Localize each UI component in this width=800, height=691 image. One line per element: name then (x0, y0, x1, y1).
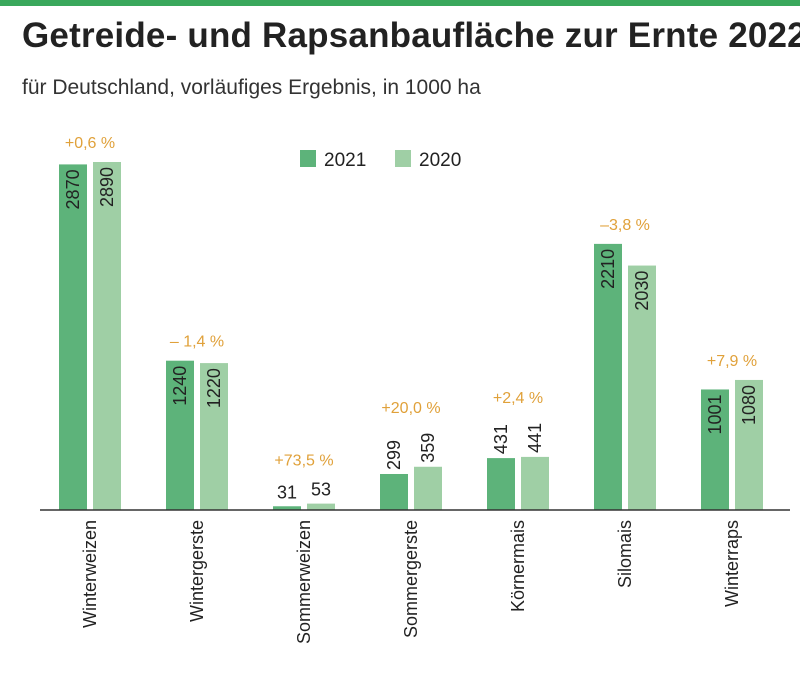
category-label-2: Wintergerste (187, 520, 207, 622)
legend-label-2021: 2021 (324, 150, 366, 171)
chart-subtitle: für Deutschland, vorläufiges Ergebnis, i… (22, 76, 481, 99)
value-label-2020-3: 53 (311, 480, 331, 500)
category-label-5: Körnermais (508, 520, 528, 612)
category-label-6: Silomais (615, 520, 635, 588)
category-label-7: Winterraps (722, 520, 742, 607)
bars-group: 2870 2890 +0,6 % Winterweizen 1240 1220 – 1,4 … (59, 135, 763, 644)
category-label-4: Sommergerste (401, 520, 421, 638)
change-label-1: +0,6 % (65, 135, 115, 152)
bar-2020-7 (735, 379, 763, 510)
category-label-3: Sommerweizen (294, 520, 314, 644)
top-accent-bar (0, 0, 800, 6)
bar-2020-3 (307, 503, 335, 510)
change-label-2: – 1,4 % (170, 334, 224, 351)
bar-2020-4 (414, 466, 442, 510)
value-label-2021-5: 431 (491, 424, 511, 454)
legend-swatch-2021 (300, 150, 316, 167)
value-label-2021-6: 2210 (598, 249, 618, 289)
chart-title: Getreide- und Rapsanbaufläche zur Ernte … (22, 16, 800, 55)
bar-2021-5 (487, 458, 515, 510)
bar-2021-4 (380, 473, 408, 510)
legend-label-2020: 2020 (419, 150, 461, 171)
value-label-2021-3: 31 (277, 482, 297, 502)
change-label-5: +2,4 % (493, 390, 543, 407)
bar-2020-5 (521, 456, 549, 510)
value-label-2020-5: 441 (525, 423, 545, 453)
change-label-4: +20,0 % (381, 400, 440, 417)
change-label-7: +7,9 % (707, 353, 757, 370)
bar-2021-6 (594, 243, 622, 510)
bar-2021-7 (701, 389, 729, 510)
change-label-3: +73,5 % (274, 453, 333, 470)
value-label-2020-1: 2890 (97, 167, 117, 207)
value-label-2021-2: 1240 (170, 366, 190, 406)
value-label-2021-1: 2870 (63, 169, 83, 209)
category-label-1: Winterweizen (80, 520, 100, 628)
legend: 2021 2020 (300, 150, 461, 171)
value-label-2020-4: 359 (418, 433, 438, 463)
value-label-2020-2: 1220 (204, 368, 224, 408)
value-label-2021-7: 1001 (705, 394, 725, 434)
bar-2021-3 (273, 506, 301, 510)
value-label-2020-6: 2030 (632, 271, 652, 311)
bar-2020-6 (628, 265, 656, 510)
change-label-6: –3,8 % (600, 217, 650, 234)
value-label-2021-4: 299 (384, 440, 404, 470)
legend-swatch-2020 (395, 150, 411, 167)
value-label-2020-7: 1080 (739, 385, 759, 425)
bar-2021-2 (166, 360, 194, 510)
bar-2021-1 (59, 164, 87, 510)
bar-2020-2 (200, 363, 228, 510)
bar-2020-1 (93, 162, 121, 510)
